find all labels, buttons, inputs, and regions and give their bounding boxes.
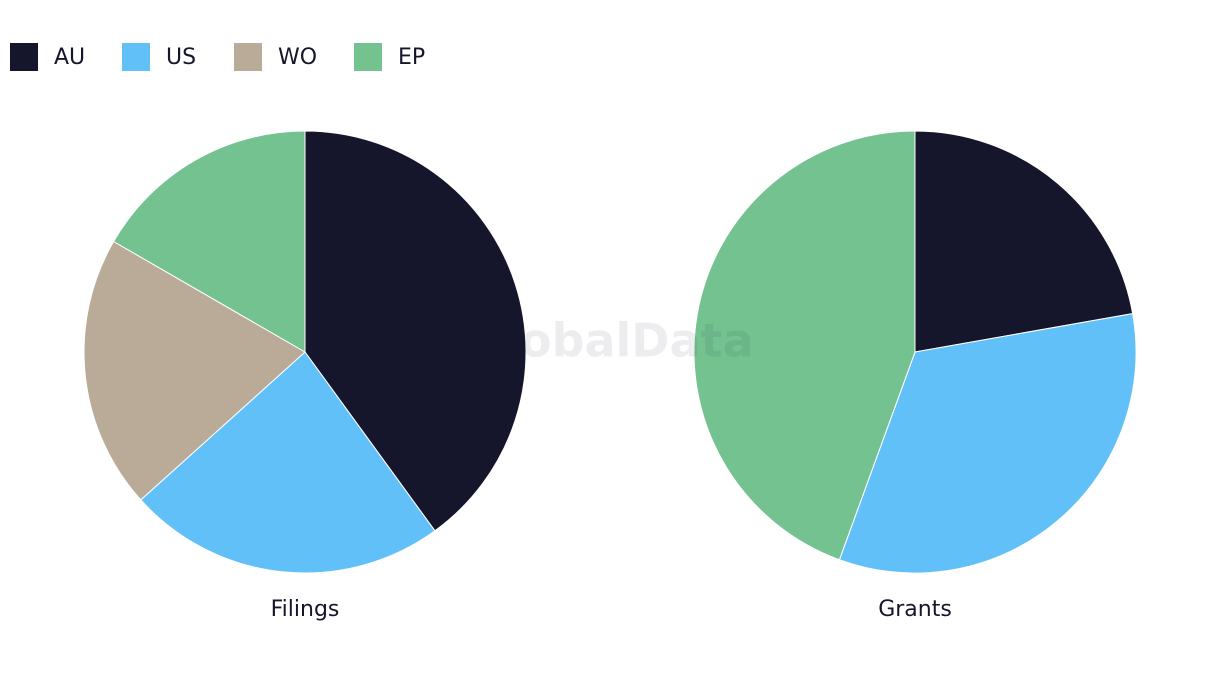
pie-slice [838,313,1137,574]
pie: Grants [693,130,1137,622]
legend-label: US [166,45,196,70]
pie-slice [140,351,436,574]
chart-title: Filings [271,597,340,622]
pie-slice [304,130,527,532]
legend: AU US WO EP [10,43,425,71]
legend-label: WO [278,45,317,70]
legend-swatch [234,43,262,71]
pie-slice [914,130,1134,353]
legend-label: EP [398,45,425,70]
pie-slice [83,240,306,501]
chart-title: Grants [878,597,952,622]
pie: Filings [83,130,527,622]
pie-slice [693,130,916,561]
legend-swatch [10,43,38,71]
watermark: GlobalData [466,314,753,368]
pie-slice [112,130,306,353]
legend-swatch [122,43,150,71]
legend-swatch [354,43,382,71]
legend-label: AU [54,45,85,70]
